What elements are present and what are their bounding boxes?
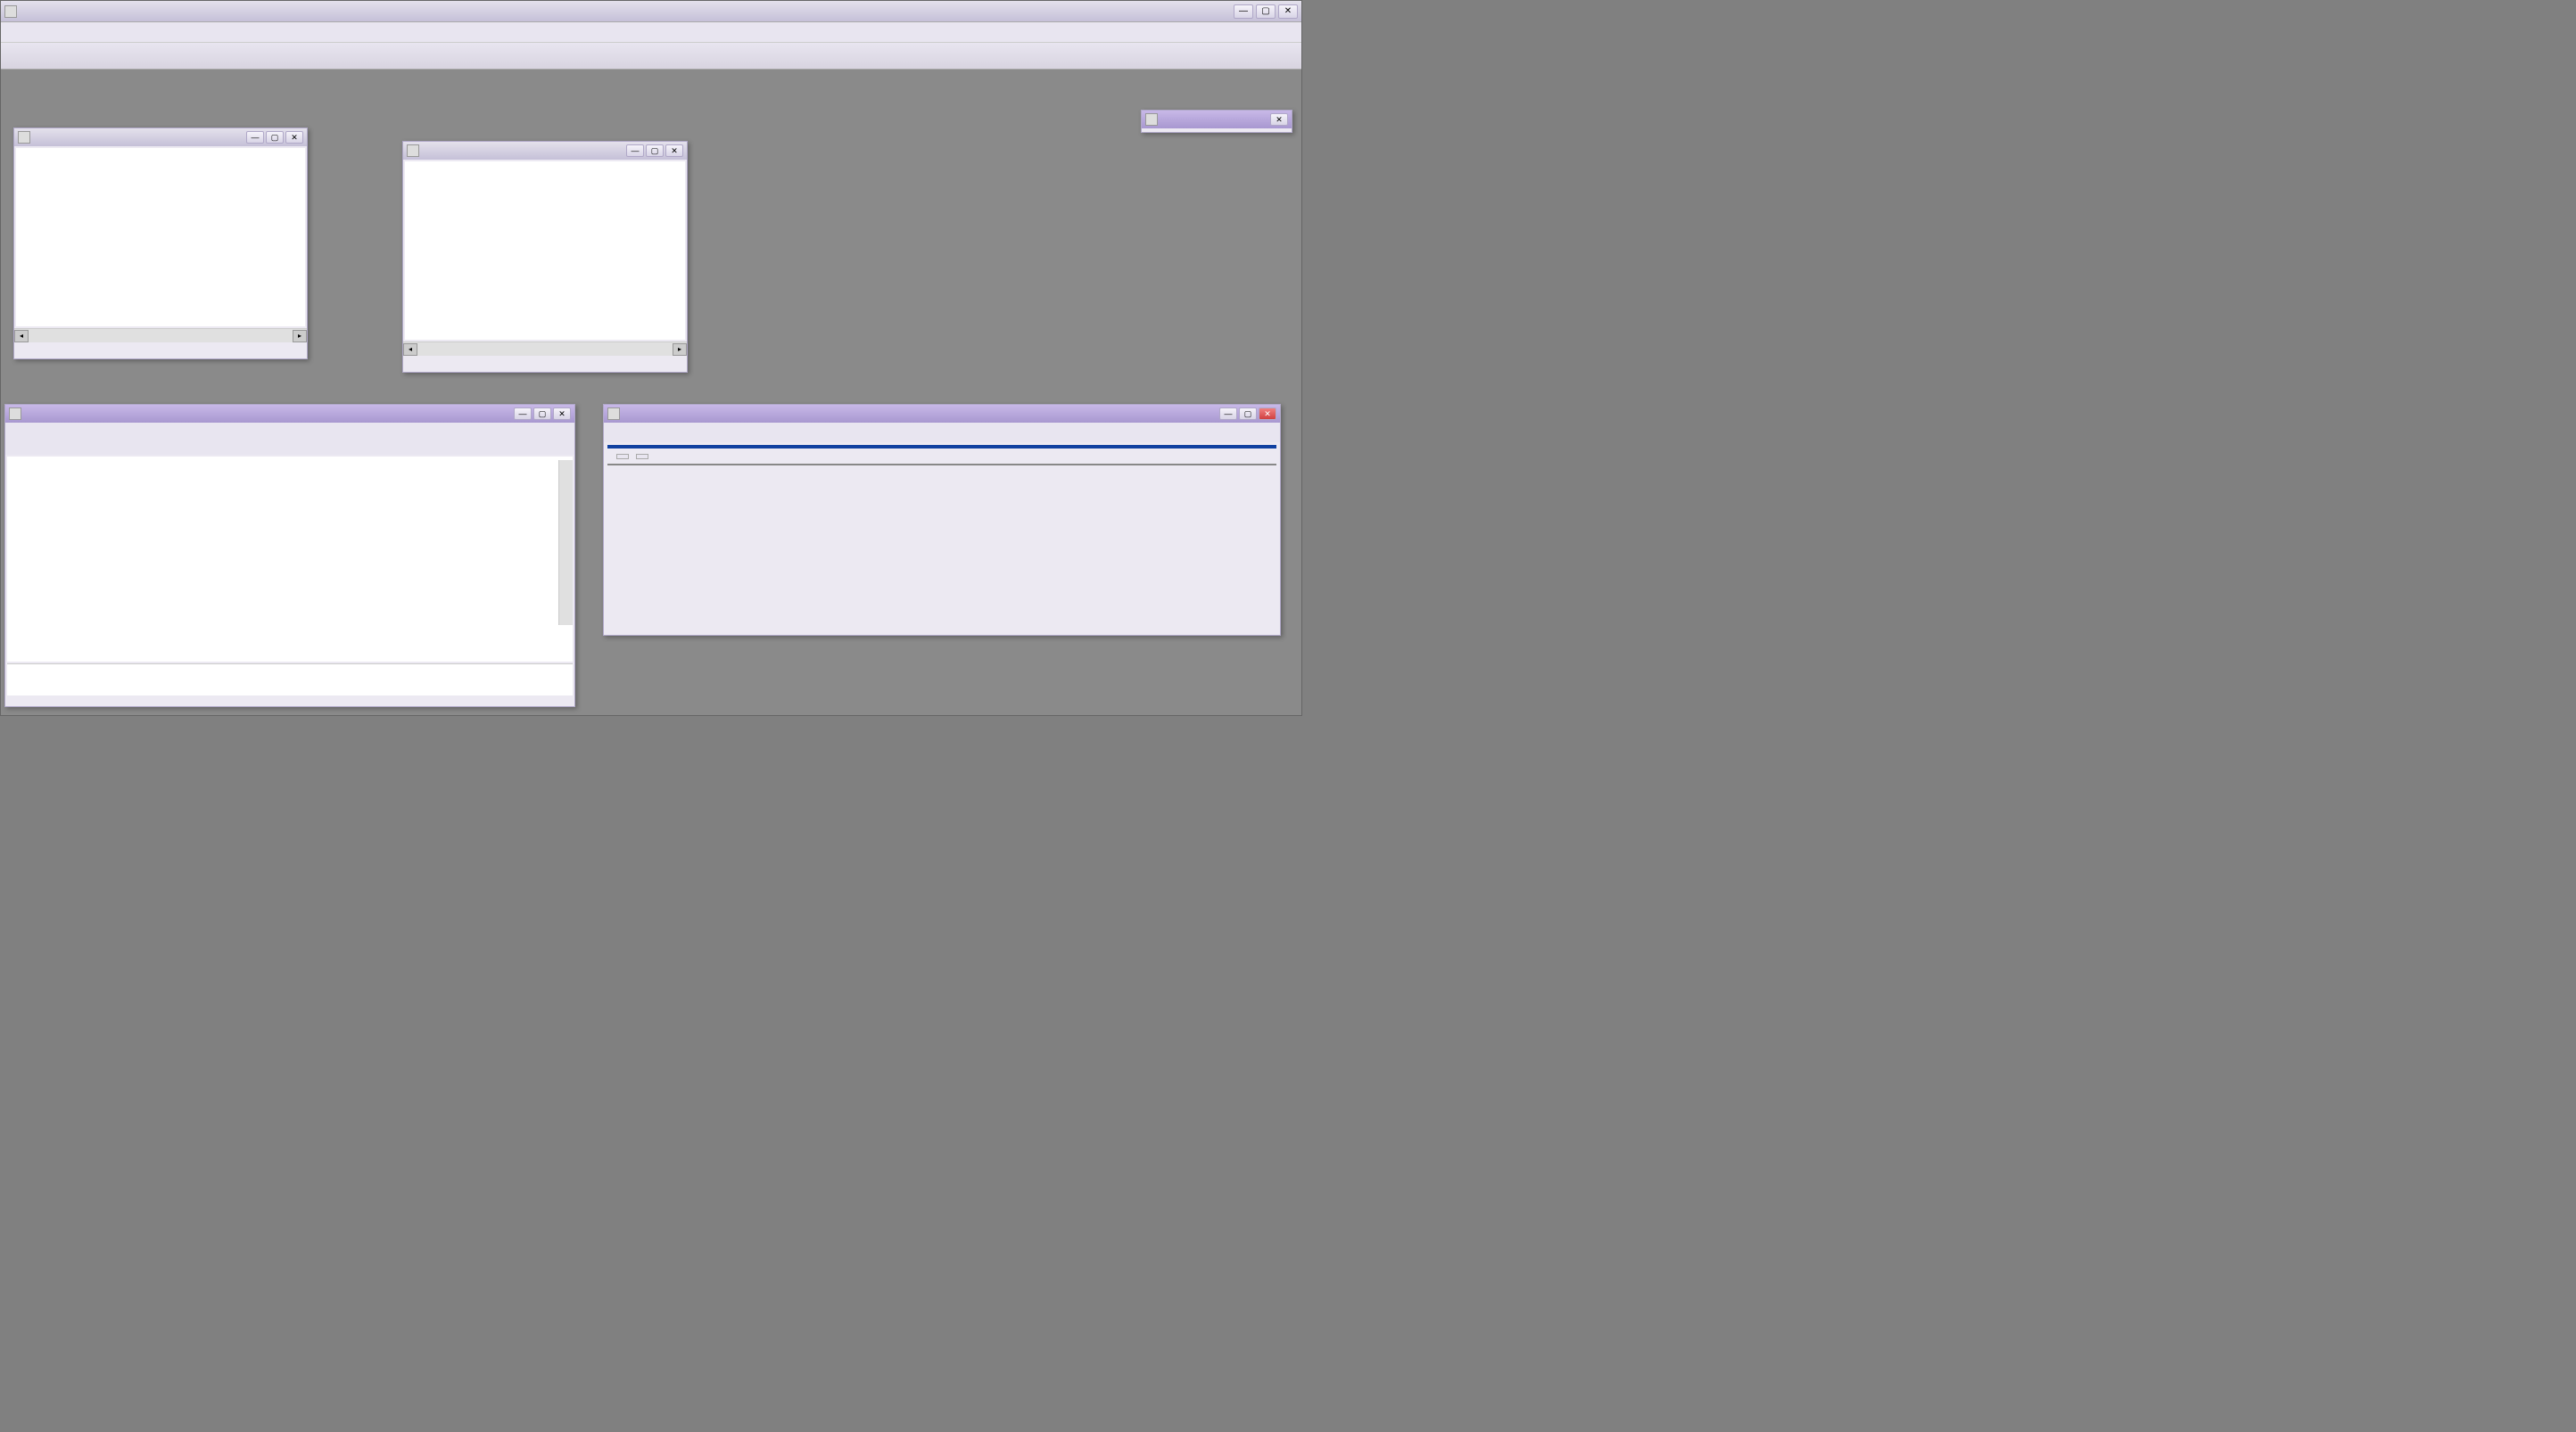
gel1-hscroll[interactable]: ◂ ▸ <box>14 328 307 342</box>
profile-titlebar: — ▢ ✕ <box>5 405 574 423</box>
gel1-titlebar: — ▢ ✕ <box>14 128 307 146</box>
y-axis-label <box>7 460 20 625</box>
profile-minimize[interactable]: — <box>514 407 532 420</box>
gel2-hscroll[interactable]: ◂ ▸ <box>403 342 687 356</box>
gel-window-untitled1: — ▢ ✕ ◂ ▸ <box>13 128 308 359</box>
radio-group-1 <box>616 454 629 459</box>
gel2-maximize[interactable]: ▢ <box>646 144 664 157</box>
gel1-minimize[interactable]: — <box>246 131 264 144</box>
scroll-left-icon[interactable]: ◂ <box>14 330 29 342</box>
gel2-close[interactable]: ✕ <box>665 144 683 157</box>
grid-icon <box>18 131 30 144</box>
maximize-button[interactable]: ▢ <box>1256 4 1276 19</box>
panel-icon <box>1145 113 1158 126</box>
panel-icon <box>607 407 620 420</box>
gel1-content <box>16 148 305 326</box>
radio-group-2 <box>636 454 648 459</box>
lane-profile-window: — ▢ ✕ <box>4 404 575 707</box>
gel2-minimize[interactable]: — <box>626 144 644 157</box>
minimize-button[interactable]: — <box>1234 4 1253 19</box>
oned-titlebar: ✕ <box>1142 111 1292 128</box>
amounts-maximize[interactable]: ▢ <box>1239 407 1257 420</box>
scroll-right-icon[interactable]: ▸ <box>293 330 307 342</box>
oned-close[interactable]: ✕ <box>1270 113 1288 126</box>
close-button[interactable]: ✕ <box>1278 4 1298 19</box>
scroll-left-icon[interactable]: ◂ <box>403 343 417 356</box>
main-menubar <box>1 22 1301 43</box>
profile-vscroll[interactable] <box>558 460 573 625</box>
profile-maximize[interactable]: ▢ <box>533 407 551 420</box>
profile-chart <box>7 457 573 662</box>
profile-gel-strip <box>7 663 573 695</box>
profile-chart-svg <box>20 460 558 638</box>
profile-menubar <box>5 423 574 455</box>
gel2-content <box>405 161 685 340</box>
workspace: — ▢ ✕ ◂ ▸ — ▢ ✕ <box>1 70 1301 715</box>
gel1-close[interactable]: ✕ <box>285 131 303 144</box>
gel2-titlebar: — ▢ ✕ <box>403 142 687 160</box>
main-window-buttons: — ▢ ✕ <box>1234 4 1298 19</box>
amounts-description <box>607 445 1276 449</box>
main-toolbar <box>1 43 1301 70</box>
panel-icon <box>9 407 21 420</box>
profile-close[interactable]: ✕ <box>553 407 571 420</box>
scroll-right-icon[interactable]: ▸ <box>673 343 687 356</box>
amounts-menubar <box>604 423 1280 442</box>
amounts-options <box>604 451 1280 462</box>
amounts-minimize[interactable]: — <box>1219 407 1237 420</box>
gel-window-example: — ▢ ✕ ◂ ▸ <box>402 141 688 373</box>
oned-button-list <box>1142 128 1292 132</box>
amounts-window: — ▢ ✕ <box>603 404 1281 636</box>
amounts-table <box>607 464 1276 465</box>
gel1-maximize[interactable]: ▢ <box>266 131 284 144</box>
amounts-close[interactable]: ✕ <box>1259 407 1276 420</box>
main-window: — ▢ ✕ — ▢ ✕ ◂ ▸ <box>0 0 1302 716</box>
app-icon <box>4 5 17 18</box>
grid-icon <box>407 144 419 157</box>
amounts-titlebar: — ▢ ✕ <box>604 405 1280 423</box>
oned-gel-panel: ✕ <box>1141 110 1292 133</box>
main-titlebar: — ▢ ✕ <box>1 1 1301 22</box>
